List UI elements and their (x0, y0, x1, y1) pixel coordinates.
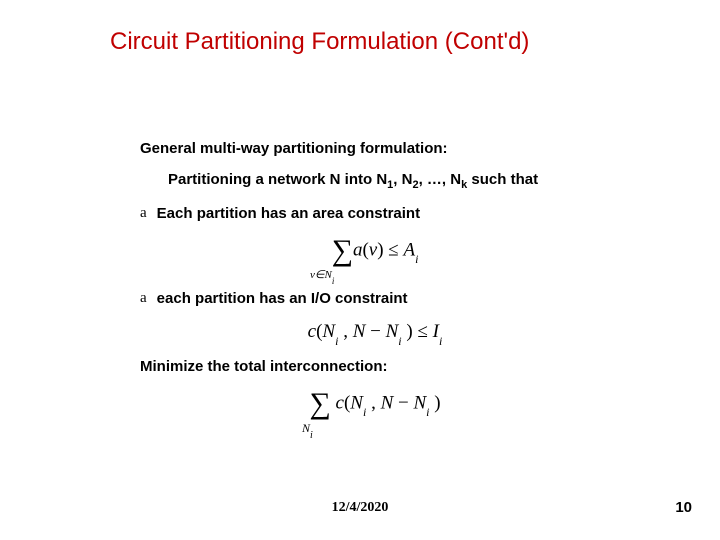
f1-under-sub: i (332, 276, 335, 286)
sigma-icon: ∑ (332, 236, 353, 266)
f3-i1: i (363, 405, 366, 419)
f3-c: c (336, 392, 344, 413)
f3-comma: , (366, 392, 380, 413)
f3-under: Ni (302, 421, 313, 438)
bullet-1-text: Each partition has an area constraint (157, 205, 610, 222)
f2-N3: N (386, 321, 399, 342)
page-number: 10 (675, 499, 692, 516)
f2-c: c (308, 321, 316, 342)
f3-under-txt: N (302, 421, 310, 435)
formula-io-constraint: c(Ni , N − Ni ) ≤ Ii (140, 321, 610, 346)
bullet-icon: a (140, 290, 147, 307)
l2-part-d: such that (467, 171, 538, 188)
body-line-1: General multi-way partitioning formulati… (140, 140, 610, 157)
bullet-2-text: each partition has an I/O constraint (157, 290, 610, 307)
l2-part-c: , …, N (419, 171, 462, 188)
f3-minus: − (398, 392, 413, 413)
l2-part-b: , N (393, 171, 412, 188)
f2-Ii: i (439, 334, 442, 348)
body-line-3: Minimize the total interconnection: (140, 358, 610, 375)
formula-area-constraint: ∑a(v) ≤ Ai v∈Ni (140, 236, 610, 280)
f1-under: v∈Ni (310, 268, 334, 283)
bullet-line-1: a Each partition has an area constraint (140, 205, 610, 222)
f1-le: ≤ (388, 239, 403, 260)
f2-i1: i (335, 334, 338, 348)
f3-N3: N (413, 392, 426, 413)
slide: Circuit Partitioning Formulation (Cont'd… (0, 0, 720, 540)
f3-N2: N (381, 392, 398, 413)
f3-i2: i (426, 405, 429, 419)
slide-title: Circuit Partitioning Formulation (Cont'd… (110, 28, 529, 56)
sigma-icon: ∑ (309, 389, 330, 419)
formula-minimize: ∑ c(Ni , N − Ni ) Ni (140, 389, 610, 437)
f1-under-txt: v∈N (310, 269, 332, 281)
l2-part-a: Partitioning a network N into N (168, 171, 387, 188)
f2-pc: ) (402, 321, 413, 342)
f3-pc: ) (430, 392, 441, 413)
f1-Ai: i (415, 252, 418, 266)
body-line-2: Partitioning a network N into N1, N2, …,… (168, 171, 610, 191)
f3-N1: N (350, 392, 363, 413)
f2-N1: N (322, 321, 335, 342)
f1-A: A (403, 239, 415, 260)
footer-date: 12/4/2020 (0, 500, 720, 516)
slide-body: General multi-way partitioning formulati… (140, 140, 610, 437)
f1-pc: ) (377, 239, 388, 260)
f1-v: v (369, 239, 377, 260)
bullet-line-2: a each partition has an I/O constraint (140, 290, 610, 307)
f2-minus: − (370, 321, 385, 342)
f2-le: ≤ (413, 321, 433, 342)
f2-N2: N (353, 321, 370, 342)
f2-comma: , (338, 321, 352, 342)
f3-under-sub: i (310, 430, 313, 441)
bullet-icon: a (140, 205, 147, 222)
f2-i2: i (398, 334, 401, 348)
